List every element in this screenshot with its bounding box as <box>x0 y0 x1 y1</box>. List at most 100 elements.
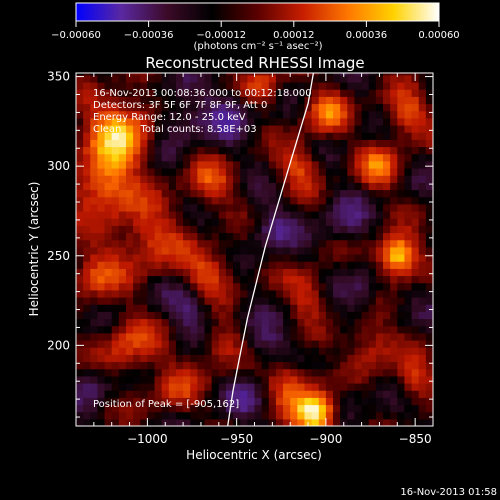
heatmap-cell <box>133 103 141 112</box>
heatmap-cell <box>290 368 298 377</box>
heatmap-cell <box>397 390 406 398</box>
heatmap-cell <box>297 354 306 363</box>
heatmap-cell <box>311 261 320 269</box>
heatmap-cell <box>168 390 177 398</box>
heatmap-cell <box>183 375 191 384</box>
heatmap-cell <box>425 110 433 119</box>
heatmap-cell <box>397 339 406 348</box>
heatmap-cell <box>275 375 284 384</box>
heatmap-cell <box>268 103 277 112</box>
heatmap-cell <box>204 117 213 126</box>
heatmap-cell <box>104 382 113 391</box>
heatmap-cell <box>175 74 184 83</box>
heatmap-cell <box>254 325 263 334</box>
heatmap-cell <box>325 218 334 226</box>
heatmap-cell <box>254 73 263 76</box>
heatmap-cell <box>111 261 120 269</box>
heatmap-cell <box>354 232 363 241</box>
heatmap-cell <box>90 218 99 226</box>
heatmap-cell <box>125 203 134 212</box>
heatmap-cell <box>361 311 370 320</box>
heatmap-cell <box>383 390 391 398</box>
heatmap-cell <box>347 318 356 327</box>
heatmap-cell <box>290 325 298 334</box>
heatmap-cell <box>183 418 191 426</box>
heatmap-cell <box>333 304 341 312</box>
heatmap-cell <box>118 182 127 191</box>
heatmap-cell <box>211 382 220 391</box>
heatmap-cell <box>140 268 148 277</box>
heatmap-cell <box>83 139 91 148</box>
heatmap-cell <box>97 339 106 348</box>
heatmap-cell <box>154 74 163 83</box>
heatmap-cell <box>318 196 327 205</box>
heatmap-cell <box>340 189 348 198</box>
colorbar-tick-label: −0.00060 <box>51 30 101 41</box>
heatmap-cell <box>361 210 370 219</box>
heatmap-cell <box>225 304 234 312</box>
heatmap-cell <box>333 418 341 426</box>
heatmap-cell <box>311 74 320 83</box>
heatmap-cell <box>333 375 341 384</box>
heatmap-cell <box>311 232 320 241</box>
heatmap-cell <box>161 239 170 248</box>
heatmap-cell <box>140 375 148 384</box>
heatmap-cell <box>354 304 363 312</box>
heatmap-cell <box>290 282 298 291</box>
heatmap-cell <box>225 311 234 320</box>
heatmap-cell <box>233 361 241 370</box>
heatmap-cell <box>390 160 398 169</box>
heatmap-cell <box>347 282 356 291</box>
heatmap-cell <box>397 110 406 119</box>
heatmap-cell <box>383 354 391 363</box>
heatmap-cell <box>183 261 191 269</box>
heatmap-cell <box>325 239 334 248</box>
heatmap-cell <box>418 103 427 112</box>
heatmap-cell <box>97 182 106 191</box>
heatmap-cell <box>104 175 113 183</box>
heatmap-cell <box>425 239 433 248</box>
heatmap-cell <box>118 96 127 105</box>
heatmap-cell <box>254 146 263 155</box>
heatmap-cell <box>233 239 241 248</box>
heatmap-cell <box>111 354 120 363</box>
heatmap-cell <box>133 289 141 298</box>
x-tick-label: −1000 <box>127 432 168 446</box>
heatmap-cell <box>297 210 306 219</box>
heatmap-cell <box>333 225 341 234</box>
heatmap-cell <box>161 311 170 320</box>
heatmap-cell <box>183 103 191 112</box>
heatmap-cell <box>268 117 277 126</box>
heatmap-cell <box>161 189 170 198</box>
heatmap-cell <box>268 74 277 83</box>
heatmap-cell <box>225 246 234 255</box>
heatmap-cell <box>418 261 427 269</box>
heatmap-cell <box>383 382 391 391</box>
heatmap-cell <box>290 397 298 406</box>
heatmap-cell <box>218 289 227 298</box>
heatmap-cell <box>347 375 356 384</box>
heatmap-cell <box>390 268 398 277</box>
heatmap-cell <box>283 146 291 155</box>
heatmap-cell <box>83 397 91 406</box>
heatmap-cell <box>147 74 156 83</box>
heatmap-cell <box>247 225 256 234</box>
heatmap-cell <box>347 368 356 377</box>
heatmap-cell <box>83 311 91 320</box>
heatmap-cell <box>318 124 327 133</box>
heatmap-cell <box>283 289 291 298</box>
heatmap-cell <box>418 246 427 255</box>
heatmap-cell <box>318 375 327 384</box>
heatmap-cell <box>404 218 413 226</box>
heatmap-cell <box>325 146 334 155</box>
heatmap-cell <box>104 332 113 341</box>
heatmap-cell <box>304 404 313 413</box>
heatmap-cell <box>247 347 256 355</box>
heatmap-cell <box>311 411 320 420</box>
heatmap-cell <box>397 246 406 255</box>
heatmap-cell <box>261 253 270 262</box>
heatmap-cell <box>111 189 120 198</box>
heatmap-cell <box>297 124 306 133</box>
heatmap-cell <box>240 282 248 291</box>
heatmap-cell <box>318 167 327 176</box>
